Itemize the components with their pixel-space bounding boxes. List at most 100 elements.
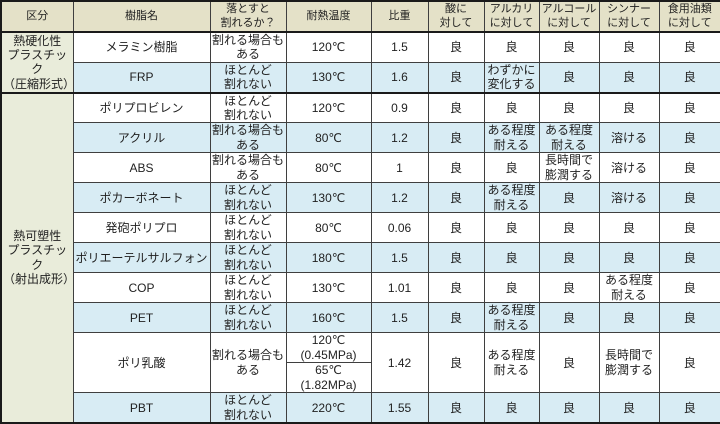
acid-cell: 良	[427, 332, 485, 394]
col-header-break: 落とすと 割れるか？	[209, 0, 287, 33]
gravity-cell: 1.5	[370, 242, 429, 274]
header-row: 区分 樹脂名 落とすと 割れるか？ 耐熱温度 比重 酸に 対して アルカリ に対して アルコー…	[0, 0, 720, 33]
acid-cell: 良	[427, 302, 485, 334]
alkali-cell: 良	[483, 212, 540, 244]
table-row: ポカーボネート ほとんど 割れない 130℃ 1.2 良ある程度 耐える良溶ける良	[1, 182, 720, 214]
gravity-cell: 1.42	[370, 332, 429, 394]
oil-cell: 良	[658, 272, 720, 304]
break-cell: ほとんど 割れない	[209, 61, 287, 94]
alcohol-cell: 良	[538, 182, 600, 214]
resin-name-cell: ポリ乳酸	[72, 332, 211, 394]
gravity-cell: 1.55	[370, 392, 429, 424]
resin-name-cell: ABS	[72, 152, 211, 184]
acid-cell: 良	[427, 31, 485, 63]
alcohol-cell: 良	[538, 392, 600, 424]
acid-cell: 良	[427, 61, 485, 94]
acid-cell: 良	[427, 152, 485, 184]
oil-cell: 良	[658, 122, 720, 154]
alkali-cell: ある程度 耐える	[483, 122, 540, 154]
alkali-cell: 良	[483, 242, 540, 274]
alcohol-cell: 良	[538, 242, 600, 274]
break-cell: ほとんど 割れない	[209, 91, 287, 124]
col-header-heat: 耐熱温度	[285, 0, 372, 33]
acid-cell: 良	[427, 212, 485, 244]
resin-name-cell: ポカーボネート	[72, 182, 211, 214]
alcohol-cell: 良	[538, 31, 600, 63]
resin-name-cell: アクリル	[72, 122, 211, 154]
break-cell: ほとんど 割れない	[209, 272, 287, 304]
resin-name-cell: FRP	[72, 61, 211, 94]
heat-cell-upper: 120℃ (0.45MPa)	[285, 332, 372, 364]
break-cell: 割れる場合も ある	[209, 122, 287, 154]
break-cell: ほとんど 割れない	[209, 242, 287, 274]
acid-cell: 良	[427, 91, 485, 124]
acid-cell: 良	[427, 182, 485, 214]
heat-cell: 220℃	[285, 392, 372, 424]
col-header-acid: 酸に 対して	[427, 0, 485, 33]
resin-name-cell: PBT	[72, 392, 211, 424]
break-cell: 割れる場合も ある	[209, 152, 287, 184]
resin-name-cell: ポリエーテルサルフォン	[72, 242, 211, 274]
alcohol-cell: 良	[538, 212, 600, 244]
gravity-cell: 1.2	[370, 122, 429, 154]
oil-cell: 良	[658, 392, 720, 424]
gravity-cell: 1.5	[370, 302, 429, 334]
resin-name-cell: PET	[72, 302, 211, 334]
table-body: 熱硬化性 プラスチック （圧縮形式） メラミン樹脂 割れる場合も ある 120℃ 1.5…	[0, 31, 720, 424]
table-row: アクリル 割れる場合も ある 80℃ 1.2 良ある程度 耐える ある程度 耐える 溶ける良	[1, 122, 720, 154]
resin-name-cell: 発砲ポリプロ	[72, 212, 211, 244]
alcohol-cell: 良	[538, 332, 600, 394]
col-header-alkali: アルカリ に対して	[483, 0, 540, 33]
thinner-cell: 良	[598, 392, 660, 424]
acid-cell: 良	[427, 392, 485, 424]
oil-cell: 良	[658, 212, 720, 244]
oil-cell: 良	[658, 152, 720, 184]
oil-cell: 良	[658, 332, 720, 394]
heat-cell: 120℃	[285, 31, 372, 63]
col-header-category: 区分	[0, 0, 74, 33]
table-row: 熱硬化性 プラスチック （圧縮形式） メラミン樹脂 割れる場合も ある 120℃ 1.5…	[0, 31, 720, 94]
heat-cell: 120℃	[285, 91, 372, 124]
table-row: 熱可塑性 プラスチック （射出成形） ポリプロビレン ほとんど 割れない 120℃ 0.…	[0, 91, 720, 424]
alcohol-cell: 良	[538, 61, 600, 94]
alcohol-cell: 良	[538, 91, 600, 124]
thinner-cell: 良	[598, 212, 660, 244]
table-row: FRP ほとんど 割れない 130℃ 1.6 良わずかに 変化する良良良	[1, 61, 720, 94]
col-header-gravity: 比重	[370, 0, 429, 33]
acid-cell: 良	[427, 122, 485, 154]
alcohol-cell: 良	[538, 302, 600, 334]
thinner-cell: 溶ける	[598, 122, 660, 154]
gravity-cell: 1.5	[370, 31, 429, 63]
gravity-cell: 0.9	[370, 91, 429, 124]
break-cell: ほとんど 割れない	[209, 212, 287, 244]
table-row: PBT ほとんど 割れない 220℃ 1.55 良良良良良	[1, 392, 720, 424]
break-cell: ほとんど 割れない	[209, 392, 287, 424]
gravity-cell: 0.06	[370, 212, 429, 244]
table-row: PET ほとんど 割れない 160℃ 1.5 良ある程度 耐える良良良	[1, 302, 720, 334]
heat-cell: 80℃	[285, 152, 372, 184]
thinner-cell: 溶ける	[598, 182, 660, 214]
table-row: ポリエーテルサルフォン ほとんど 割れない 180℃ 1.5 良良良良良	[1, 242, 720, 274]
break-cell: ほとんど 割れない	[209, 182, 287, 214]
heat-cell: 130℃	[285, 182, 372, 214]
col-header-oil: 食用油類 に対して	[658, 0, 720, 33]
heat-cell: 130℃	[285, 61, 372, 94]
alkali-cell: わずかに 変化する	[483, 61, 540, 94]
alkali-cell: 良	[483, 152, 540, 184]
gravity-cell: 1	[370, 152, 429, 184]
heat-cell: 130℃	[285, 272, 372, 304]
oil-cell: 良	[658, 91, 720, 124]
heat-cell: 80℃	[285, 212, 372, 244]
table-row: ABS 割れる場合も ある 80℃ 1 良良長時間で 膨潤する 溶ける良	[1, 152, 720, 184]
alkali-cell: ある程度 耐える	[483, 182, 540, 214]
oil-cell: 良	[658, 31, 720, 63]
oil-cell: 良	[658, 242, 720, 274]
category-cell: 熱可塑性 プラスチック （射出成形）	[0, 91, 74, 424]
heat-cell: 180℃	[285, 242, 372, 274]
alcohol-cell: ある程度 耐える	[538, 122, 600, 154]
oil-cell: 良	[658, 302, 720, 334]
heat-cell: 160℃	[285, 302, 372, 334]
alkali-cell: 良	[483, 392, 540, 424]
heat-cell: 80℃	[285, 122, 372, 154]
